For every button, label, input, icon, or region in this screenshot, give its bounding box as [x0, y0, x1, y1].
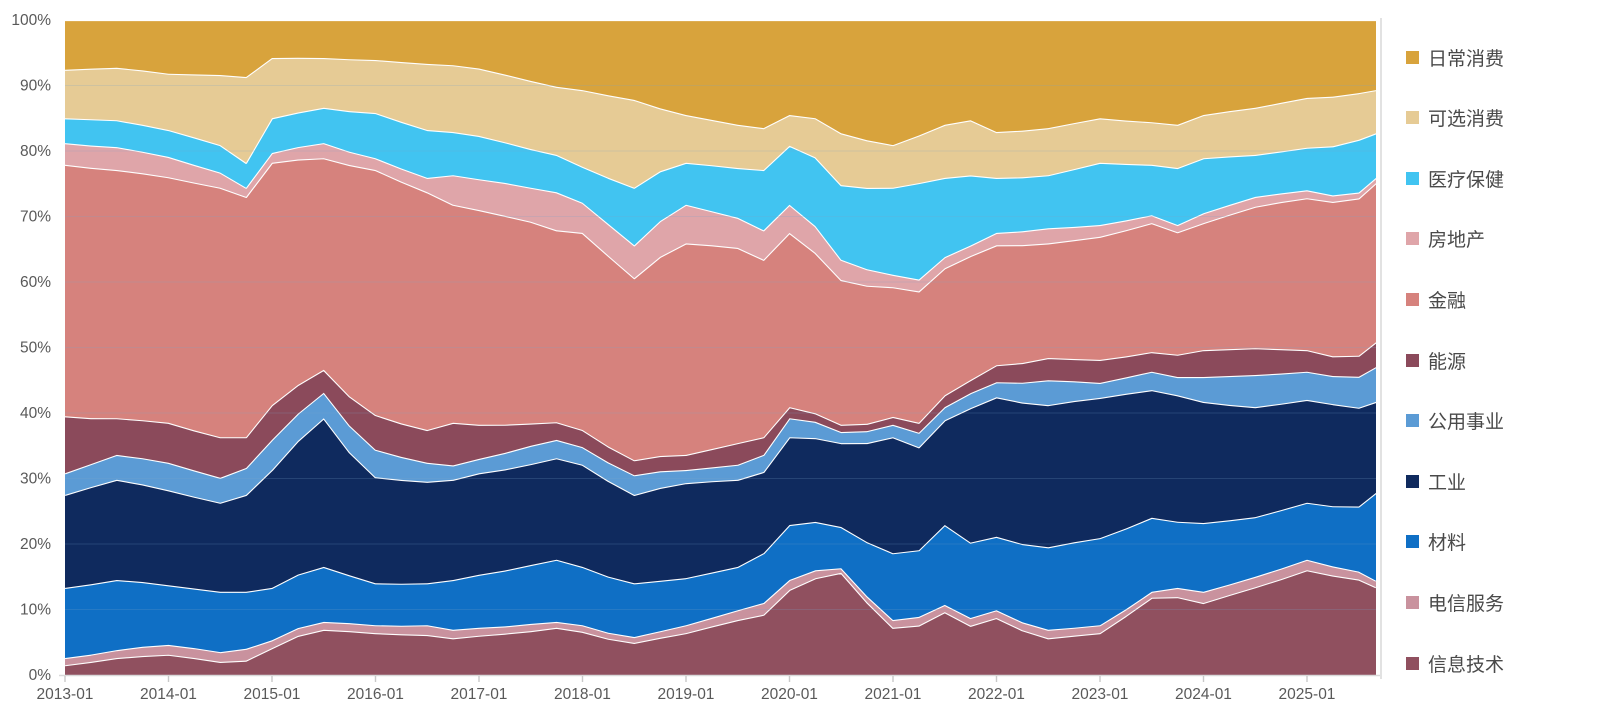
- legend-label: 能源: [1428, 351, 1467, 373]
- area-可选消费: [65, 57, 1376, 188]
- area-工业: [65, 390, 1376, 592]
- legend-label: 电信服务: [1428, 593, 1505, 615]
- legend-item-材料[interactable]: 材料: [1406, 529, 1466, 555]
- legend-label: 金融: [1428, 290, 1467, 312]
- x-axis-label: 2016-01: [347, 686, 404, 703]
- x-axis-label: 2025-01: [1279, 686, 1336, 703]
- area-材料: [65, 492, 1376, 658]
- x-axis-label: 2021-01: [865, 686, 922, 703]
- legend-item-公用事业[interactable]: 公用事业: [1406, 408, 1504, 434]
- y-axis-label: 10%: [20, 602, 51, 619]
- area-公用事业: [65, 367, 1376, 503]
- legend-item-能源[interactable]: 能源: [1406, 347, 1466, 373]
- legend-item-可选消费[interactable]: 可选消费: [1406, 105, 1504, 131]
- legend-item-工业[interactable]: 工业: [1406, 468, 1466, 494]
- legend-swatch-icon: [1406, 292, 1419, 306]
- x-axis-label: 2024-01: [1175, 686, 1232, 703]
- legend-swatch-icon: [1406, 111, 1419, 125]
- x-axis-label: 2014-01: [140, 686, 197, 703]
- x-axis-label: 2018-01: [554, 686, 611, 703]
- y-axis-label: 90%: [20, 78, 51, 95]
- y-axis-label: 100%: [11, 12, 51, 29]
- legend-item-电信服务[interactable]: 电信服务: [1406, 589, 1504, 615]
- legend-swatch-icon: [1406, 595, 1419, 609]
- legend-item-日常消费[interactable]: 日常消费: [1406, 44, 1504, 70]
- legend-label: 材料: [1428, 533, 1467, 555]
- legend-item-医疗保健[interactable]: 医疗保健: [1406, 165, 1504, 191]
- y-axis-label: 50%: [20, 340, 51, 357]
- x-axis-label: 2019-01: [658, 686, 715, 703]
- x-axis-label: 2020-01: [761, 686, 818, 703]
- legend-swatch-icon: [1406, 353, 1419, 367]
- area-金融: [65, 158, 1376, 461]
- legend-swatch-icon: [1406, 474, 1419, 488]
- x-axis-label: 2017-01: [451, 686, 508, 703]
- y-axis-label: 80%: [20, 143, 51, 160]
- legend-swatch-icon: [1406, 171, 1419, 185]
- legend-item-信息技术[interactable]: 信息技术: [1406, 650, 1504, 676]
- x-axis-label: 2022-01: [968, 686, 1025, 703]
- area-信息技术: [65, 570, 1376, 675]
- x-axis-label: 2015-01: [244, 686, 301, 703]
- area-医疗保健: [65, 107, 1376, 280]
- legend-label: 可选消费: [1428, 109, 1505, 131]
- y-axis-label: 0%: [29, 667, 52, 684]
- plot-right-border: [1380, 18, 1382, 679]
- x-axis-label: 2013-01: [37, 686, 94, 703]
- chart-legend: 日常消费可选消费医疗保健房地产金融能源公用事业工业材料电信服务信息技术: [1406, 0, 1596, 727]
- area-日常消费: [65, 20, 1376, 146]
- y-axis-label: 40%: [20, 405, 51, 422]
- x-axis-label: 2023-01: [1072, 686, 1129, 703]
- band-boundary-line: [64, 56, 1377, 147]
- y-axis-label: 20%: [20, 536, 51, 553]
- area-房地产: [65, 143, 1376, 292]
- legend-swatch-icon: [1406, 50, 1419, 64]
- legend-item-房地产[interactable]: 房地产: [1406, 226, 1485, 252]
- legend-swatch-icon: [1406, 656, 1419, 670]
- legend-label: 日常消费: [1428, 48, 1505, 70]
- y-axis-label: 30%: [20, 471, 51, 488]
- legend-swatch-icon: [1406, 535, 1419, 549]
- legend-label: 信息技术: [1428, 654, 1505, 676]
- band-boundary-line: [64, 142, 1377, 281]
- area-电信服务: [65, 559, 1376, 666]
- y-axis-label: 70%: [20, 209, 51, 226]
- legend-label: 工业: [1428, 472, 1467, 494]
- area-能源: [65, 342, 1376, 478]
- y-axis-label: 60%: [20, 274, 51, 291]
- legend-label: 房地产: [1428, 230, 1486, 252]
- legend-label: 医疗保健: [1428, 169, 1505, 191]
- legend-swatch-icon: [1406, 232, 1419, 246]
- legend-swatch-icon: [1406, 414, 1419, 428]
- legend-item-金融[interactable]: 金融: [1406, 286, 1466, 312]
- legend-label: 公用事业: [1428, 412, 1505, 434]
